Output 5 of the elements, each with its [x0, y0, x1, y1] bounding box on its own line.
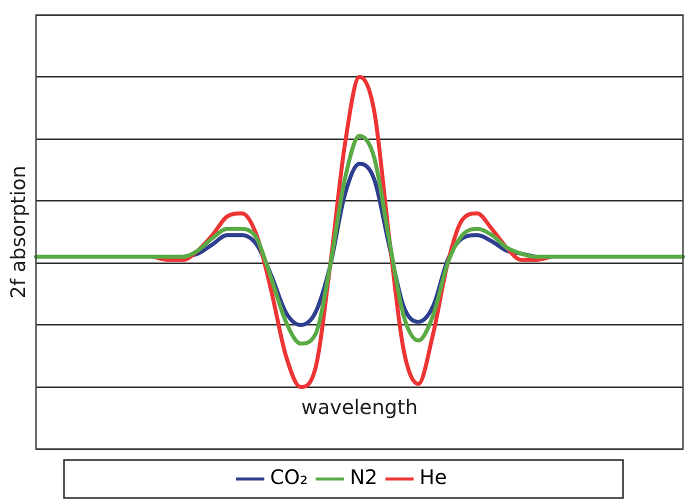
y-axis-title: 2f absorption — [6, 166, 30, 298]
legend-label: N2 — [350, 465, 378, 490]
legend-label: He — [420, 465, 447, 490]
legend-label: CO₂ — [270, 465, 308, 490]
x-axis-title: wavelength — [301, 395, 418, 420]
